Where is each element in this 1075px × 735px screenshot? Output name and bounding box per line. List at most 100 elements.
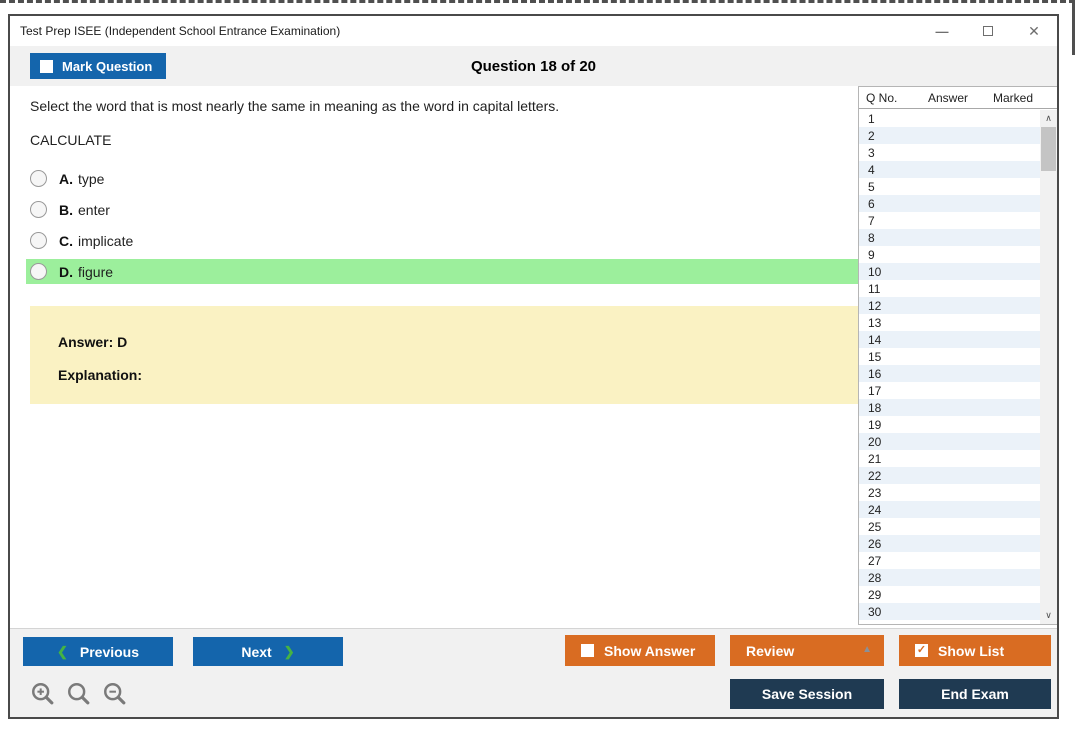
- question-list-row[interactable]: 26: [859, 535, 1040, 552]
- question-list-row[interactable]: 9: [859, 246, 1040, 263]
- row-qno: 1: [868, 111, 875, 126]
- window-controls: — ✕: [919, 16, 1057, 46]
- maximize-button[interactable]: [965, 16, 1011, 46]
- option-letter: D.: [59, 263, 73, 280]
- question-list-row[interactable]: 7: [859, 212, 1040, 229]
- row-qno: 25: [868, 519, 882, 534]
- question-list-row[interactable]: 24: [859, 501, 1040, 518]
- close-icon: ✕: [1028, 22, 1040, 39]
- question-list-row[interactable]: 3: [859, 144, 1040, 161]
- question-list-row[interactable]: 2: [859, 127, 1040, 144]
- question-list-row[interactable]: 17: [859, 382, 1040, 399]
- close-button[interactable]: ✕: [1011, 16, 1057, 46]
- answer-option[interactable]: D. figure: [26, 259, 860, 284]
- show-list-checkbox[interactable]: ✓: [915, 644, 928, 657]
- question-list-row[interactable]: 21: [859, 450, 1040, 467]
- question-list-row[interactable]: 30: [859, 603, 1040, 620]
- answer-option[interactable]: C. implicate: [26, 228, 860, 253]
- row-qno: 22: [868, 468, 882, 483]
- scroll-down-icon[interactable]: ∨: [1045, 610, 1052, 620]
- column-header-qno: Q No.: [866, 90, 898, 105]
- question-list-row[interactable]: 14: [859, 331, 1040, 348]
- question-list-panel: Q No. Answer Marked 1 2 3 4 5 6 7 8 9 10 11 12 13 14 1…: [858, 86, 1057, 625]
- question-list-row[interactable]: 12: [859, 297, 1040, 314]
- chevron-left-icon: ❮: [56, 643, 68, 659]
- answer-option[interactable]: B. enter: [26, 197, 860, 222]
- radio-button-icon[interactable]: [30, 170, 47, 187]
- option-letter: C.: [59, 232, 73, 249]
- end-exam-button[interactable]: End Exam: [899, 679, 1051, 709]
- row-qno: 13: [868, 315, 882, 330]
- next-label: Next: [241, 643, 272, 660]
- bottom-bar: ❮ Previous Next ❯: [10, 628, 1057, 717]
- title-bar: Test Prep ISEE (Independent School Entra…: [10, 16, 1057, 46]
- screen-right-edge: [1072, 0, 1075, 55]
- question-list-row[interactable]: 16: [859, 365, 1040, 382]
- screen-top-edge: [0, 0, 1075, 3]
- question-list-row[interactable]: 22: [859, 467, 1040, 484]
- zoom-in-icon[interactable]: [30, 681, 57, 708]
- end-exam-label: End Exam: [941, 686, 1009, 702]
- mark-question-label: Mark Question: [62, 58, 153, 74]
- minimize-button[interactable]: —: [919, 16, 965, 46]
- row-qno: 3: [868, 145, 875, 160]
- answer-option[interactable]: A. type: [26, 166, 860, 191]
- mark-question-button[interactable]: Mark Question: [30, 53, 167, 79]
- mark-question-checkbox[interactable]: [40, 59, 53, 73]
- question-list-row[interactable]: 19: [859, 416, 1040, 433]
- save-session-label: Save Session: [761, 686, 853, 702]
- row-qno: 23: [868, 485, 882, 500]
- option-letter: A.: [59, 170, 73, 187]
- app-window: Test Prep ISEE (Independent School Entra…: [8, 14, 1059, 719]
- scroll-up-icon[interactable]: ∧: [1045, 113, 1052, 123]
- zoom-out-icon[interactable]: [102, 681, 129, 708]
- review-label: Review: [746, 642, 795, 659]
- row-qno: 19: [868, 417, 882, 432]
- row-qno: 11: [868, 281, 881, 296]
- question-list-row[interactable]: 6: [859, 195, 1040, 212]
- header-bar: Mark Question Question 18 of 20: [10, 46, 1057, 86]
- row-qno: 2: [868, 128, 875, 143]
- question-list-row[interactable]: 10: [859, 263, 1040, 280]
- question-list-row[interactable]: 1: [859, 110, 1040, 127]
- show-answer-checkbox[interactable]: [581, 644, 594, 657]
- radio-button-icon[interactable]: [30, 201, 47, 218]
- question-list-row[interactable]: 27: [859, 552, 1040, 569]
- question-list-scrollbar[interactable]: ∧ ∨: [1040, 110, 1057, 624]
- show-list-button[interactable]: ✓ Show List: [899, 635, 1051, 666]
- scrollbar-thumb[interactable]: [1041, 127, 1056, 171]
- window-title: Test Prep ISEE (Independent School Entra…: [20, 24, 341, 38]
- question-list-row[interactable]: 15: [859, 348, 1040, 365]
- answer-label: Answer: D: [58, 334, 128, 350]
- row-qno: 4: [868, 162, 875, 177]
- show-list-label: Show List: [938, 642, 1005, 659]
- question-list-row[interactable]: 29: [859, 586, 1040, 603]
- zoom-reset-icon[interactable]: [66, 681, 93, 708]
- question-list-row[interactable]: 25: [859, 518, 1040, 535]
- row-qno: 18: [868, 400, 882, 415]
- question-list-row[interactable]: 8: [859, 229, 1040, 246]
- question-list-row[interactable]: 4: [859, 161, 1040, 178]
- options-list: A. type B. enter C. implicate D. figure: [26, 166, 860, 290]
- show-answer-button[interactable]: Show Answer: [565, 635, 715, 666]
- row-qno: 20: [868, 434, 882, 449]
- chevron-right-icon: ❯: [283, 643, 295, 659]
- radio-button-icon[interactable]: [30, 232, 47, 249]
- question-list-row[interactable]: 11: [859, 280, 1040, 297]
- row-qno: 16: [868, 366, 882, 381]
- question-list-row[interactable]: 5: [859, 178, 1040, 195]
- question-list-row[interactable]: 13: [859, 314, 1040, 331]
- question-list-row[interactable]: 23: [859, 484, 1040, 501]
- row-qno: 17: [868, 383, 882, 398]
- next-button[interactable]: Next ❯: [193, 637, 343, 666]
- previous-button[interactable]: ❮ Previous: [23, 637, 173, 666]
- save-session-button[interactable]: Save Session: [730, 679, 884, 709]
- column-header-marked: Marked: [992, 90, 1033, 105]
- radio-button-icon[interactable]: [30, 263, 47, 280]
- question-list-row[interactable]: 28: [859, 569, 1040, 586]
- row-qno: 10: [868, 264, 882, 279]
- question-list-row[interactable]: 20: [859, 433, 1040, 450]
- question-list-row[interactable]: 18: [859, 399, 1040, 416]
- review-dropdown[interactable]: Review ▲: [730, 635, 884, 666]
- row-qno: 7: [868, 213, 875, 228]
